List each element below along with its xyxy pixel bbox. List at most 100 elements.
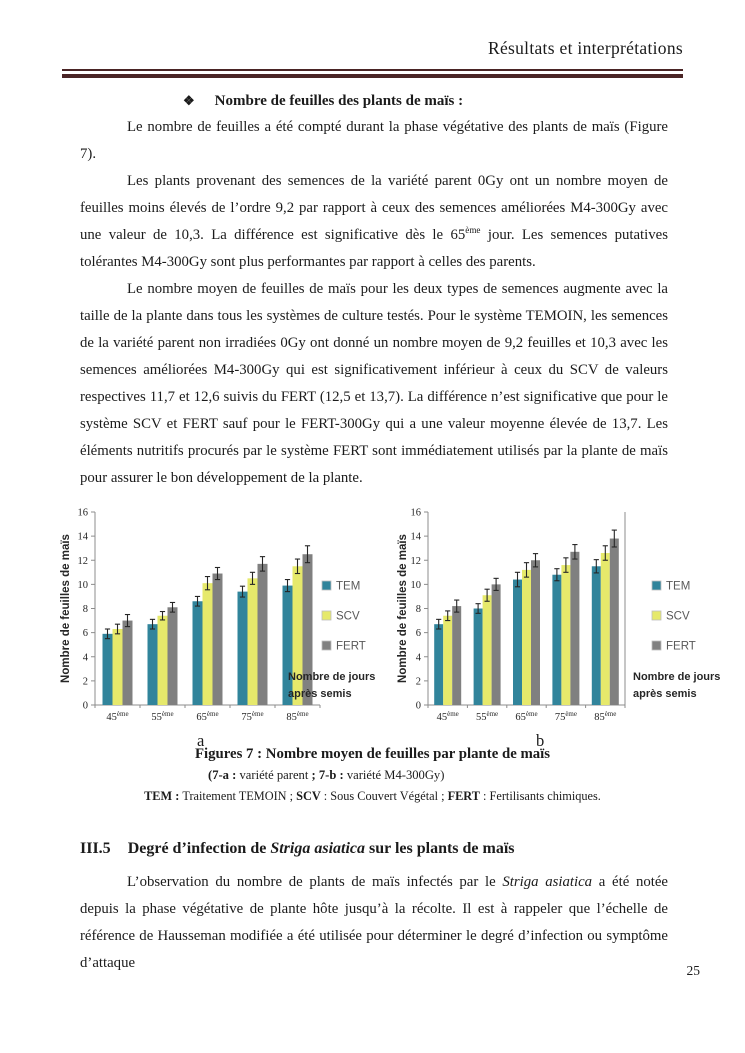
bar-scv-85ème xyxy=(600,553,610,705)
bar-tem-85ème xyxy=(282,585,293,705)
y-tick-label: 0 xyxy=(416,701,421,712)
figure-caption-sub: (7-a : variété parent ; 7-b : variété M4… xyxy=(208,768,444,783)
text-segment: Les plants provenant des semences de la … xyxy=(80,173,668,243)
text-segment: sur les plants de maïs xyxy=(365,840,515,857)
text-segment: ème xyxy=(465,225,481,236)
bar-scv-75ème xyxy=(247,578,258,705)
y-tick-label: 4 xyxy=(416,652,422,663)
text-segment: (7-a : xyxy=(208,768,240,782)
bar-scv-75ème xyxy=(561,565,571,705)
bar-tem-55ème xyxy=(147,624,158,705)
legend-label-scv: SCV xyxy=(336,611,360,623)
bar-tem-65ème xyxy=(513,579,522,705)
figure-chart-b: 0 2 4 6 8 10 12 14 16 45ème 55ème 65ème 75ème 85ème No… xyxy=(397,508,720,724)
y-tick-label: 14 xyxy=(411,532,422,543)
section-title: Degré d’infection de Striga asiatica sur… xyxy=(128,840,515,857)
x-axis-note: Nombre de jours xyxy=(288,671,375,683)
bar-scv-55ème xyxy=(482,595,492,705)
y-tick-label: 2 xyxy=(416,676,421,687)
x-tick-label: 55ème xyxy=(476,710,498,723)
section-heading: III.5 Degré d’infection de Striga asiatic… xyxy=(80,840,668,858)
bar-scv-55ème xyxy=(157,615,168,705)
y-tick-label: 8 xyxy=(83,604,88,615)
bar-fert-85ème xyxy=(302,554,313,705)
bar-fert-45ème xyxy=(122,620,133,705)
y-tick-label: 10 xyxy=(411,580,422,591)
y-axis-title: Nombre de feuilles de maïs xyxy=(60,534,72,683)
bar-fert-85ème xyxy=(609,538,619,705)
legend-label-fert: FERT xyxy=(666,641,696,653)
figure-sublabel-b: b xyxy=(536,731,545,750)
x-tick-label: 65ème xyxy=(515,710,537,723)
text-segment: a été notée depuis la phase végétative d… xyxy=(80,874,669,971)
legend-swatch-scv xyxy=(651,610,662,621)
bar-fert-45ème xyxy=(452,606,462,705)
y-tick-label: 14 xyxy=(78,532,89,543)
text-segment: ; 7-b : xyxy=(311,768,347,782)
bar-fert-75ème xyxy=(570,551,580,705)
legend-swatch-tem xyxy=(651,580,662,591)
y-tick-label: 16 xyxy=(78,508,89,519)
bar-fert-55ème xyxy=(167,607,178,705)
page-header-title: Résultats et interprétations xyxy=(487,38,683,58)
bar-tem-55ème xyxy=(473,608,483,705)
legend-label-tem: TEM xyxy=(336,581,360,593)
paragraph-2: Les plants provenant des semences de la … xyxy=(80,168,668,276)
text-segment: Traitement TEMOIN ; xyxy=(182,789,297,803)
main-text-block: ❖ Nombre de feuilles des plants de maïs :… xyxy=(80,88,668,492)
header-double-rule xyxy=(62,69,683,78)
x-axis-note: après semis xyxy=(288,688,352,700)
paragraph-4: L’observation du nombre de plants de maï… xyxy=(80,869,668,977)
text-segment: FERT xyxy=(447,789,480,803)
legend-swatch-tem xyxy=(321,580,332,591)
bar-scv-45ème xyxy=(443,615,453,705)
y-tick-label: 16 xyxy=(411,508,422,519)
bar-tem-65ème xyxy=(192,601,203,705)
legend-label-tem: TEM xyxy=(666,581,690,593)
paragraph-3: Le nombre moyen de feuilles de maïs pour… xyxy=(80,276,668,492)
bar-tem-45ème xyxy=(434,624,444,705)
x-tick-label: 75ème xyxy=(555,710,577,723)
bullet-heading: ❖ Nombre de feuilles des plants de maïs : xyxy=(183,88,668,114)
bar-scv-45ème xyxy=(112,629,123,705)
text-segment: Le nombre moyen de feuilles de maïs pour… xyxy=(80,281,668,486)
x-tick-label: 45ème xyxy=(437,710,459,723)
x-tick-label: 55ème xyxy=(151,710,173,723)
y-tick-label: 12 xyxy=(411,556,422,567)
x-tick-label: 45ème xyxy=(106,710,128,723)
x-axis-note: après semis xyxy=(633,688,697,700)
x-axis-note: Nombre de jours xyxy=(633,671,720,683)
y-tick-label: 6 xyxy=(83,628,88,639)
text-segment: variété M4-300Gy) xyxy=(346,768,445,782)
text-segment: Striga asiatica xyxy=(502,874,593,890)
bar-tem-75ème xyxy=(237,591,248,705)
y-tick-label: 0 xyxy=(83,701,88,712)
bullet-heading-label: Nombre de feuilles des plants de maïs : xyxy=(214,93,464,109)
bar-tem-75ème xyxy=(552,574,562,705)
legend-label-scv: SCV xyxy=(666,611,690,623)
text-segment: : Fertilisants chimiques. xyxy=(479,789,601,803)
y-tick-label: 2 xyxy=(83,676,88,687)
bar-fert-55ème xyxy=(491,584,501,705)
figure-chart-a: 0 2 4 6 8 10 12 14 16 45ème 55ème 65ème 75ème 85ème No… xyxy=(60,508,375,724)
bar-tem-85ème xyxy=(591,566,601,705)
legend-swatch-fert xyxy=(651,640,662,651)
bar-fert-65ème xyxy=(531,560,540,705)
diamond-bullet-icon: ❖ xyxy=(183,93,195,108)
bar-fert-75ème xyxy=(257,563,268,705)
text-segment: : Sous Couvert Végétal ; xyxy=(320,789,448,803)
y-axis-title: Nombre de feuilles de maïs xyxy=(397,534,409,683)
y-tick-label: 12 xyxy=(78,556,89,567)
bar-tem-45ème xyxy=(102,633,113,705)
y-tick-label: 4 xyxy=(83,652,89,663)
legend-label-fert: FERT xyxy=(336,641,366,653)
x-tick-label: 85ème xyxy=(594,710,616,723)
legend-swatch-scv xyxy=(321,610,332,621)
x-tick-label: 65ème xyxy=(196,710,218,723)
x-tick-label: 75ème xyxy=(241,710,263,723)
figure-caption-title: Figures 7 : Nombre moyen de feuilles par… xyxy=(194,746,551,762)
bar-scv-65ème xyxy=(202,583,213,705)
y-tick-label: 10 xyxy=(78,580,89,591)
text-segment: jour. Les semences putatives tolérantes … xyxy=(80,227,669,270)
